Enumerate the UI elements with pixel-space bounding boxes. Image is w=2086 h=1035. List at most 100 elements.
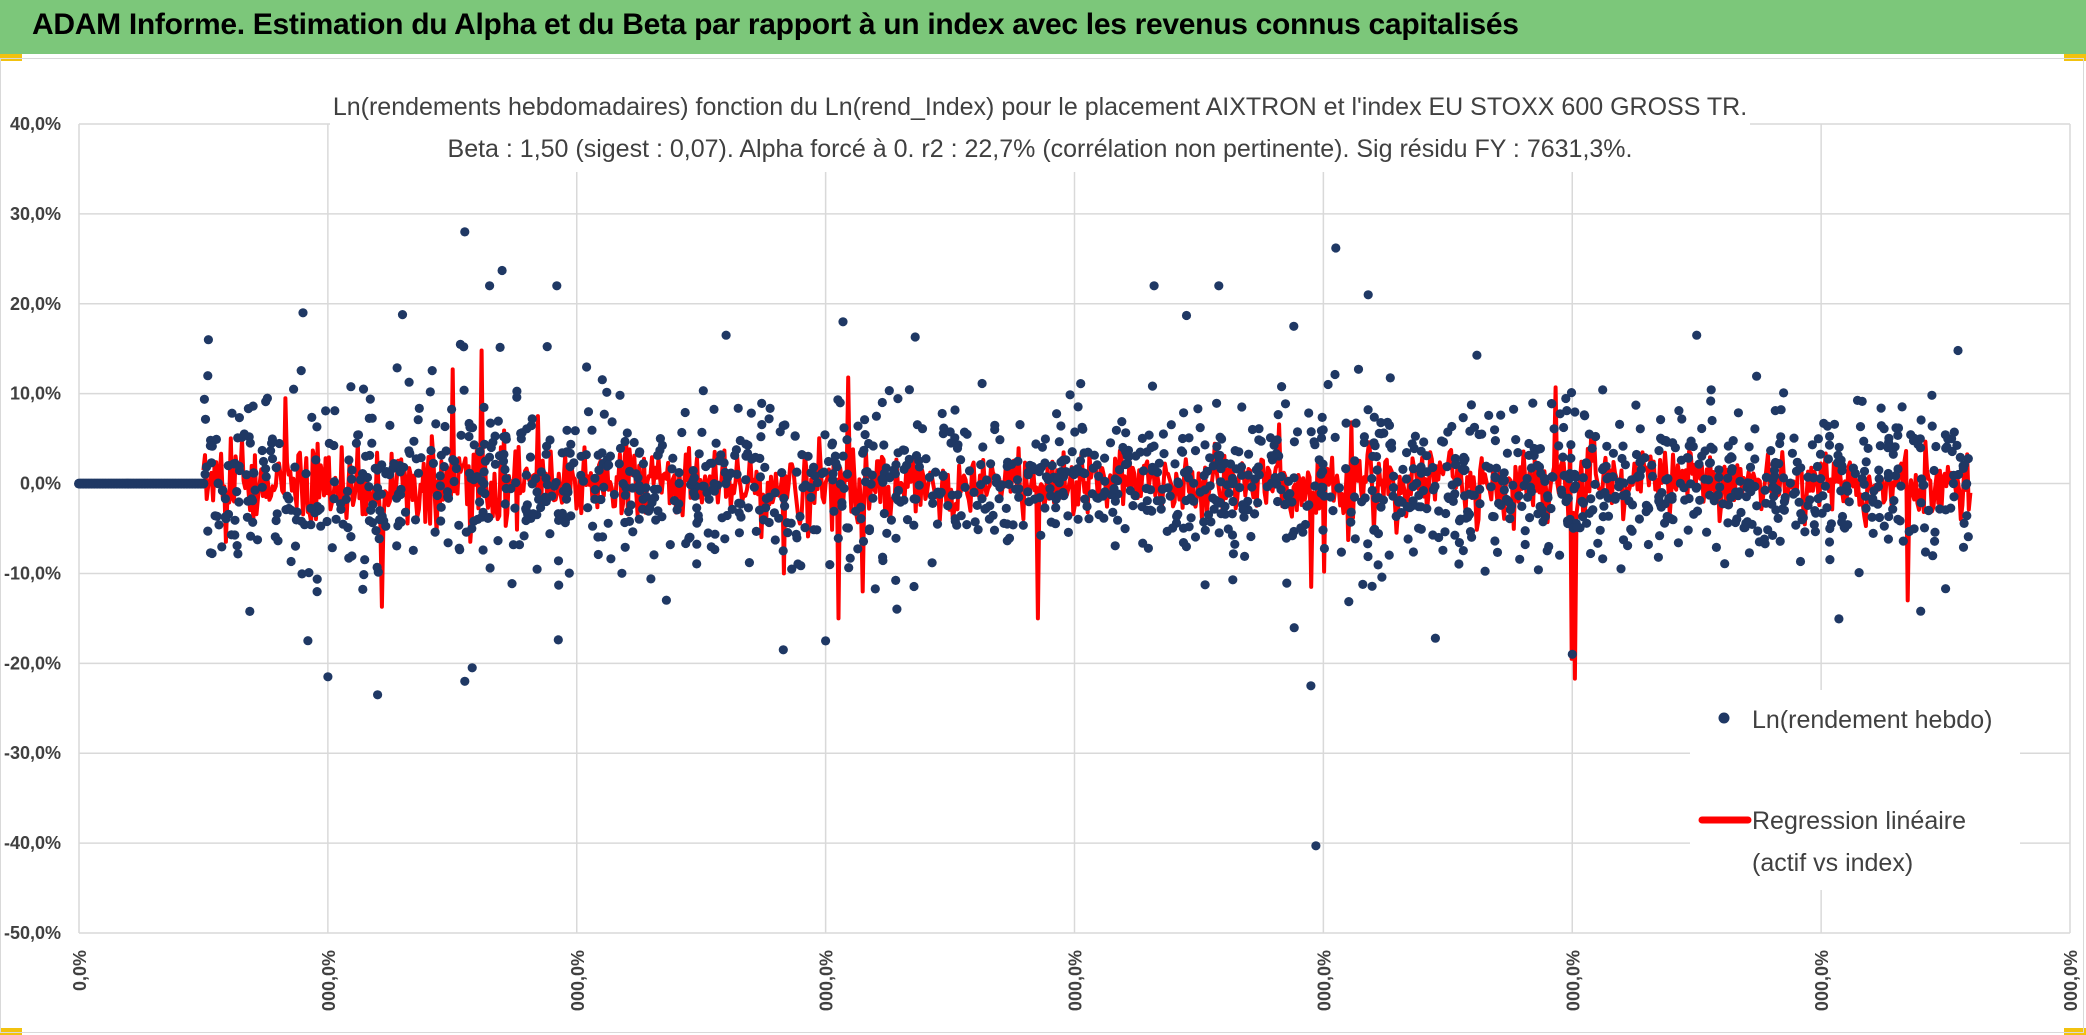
data-point (1168, 523, 1178, 533)
data-point (1443, 427, 1453, 437)
data-point (1826, 519, 1836, 529)
data-point (541, 496, 551, 507)
data-point (217, 542, 227, 552)
data-point (566, 439, 576, 449)
data-point (911, 451, 922, 461)
data-point (1166, 420, 1176, 430)
data-point (1554, 441, 1564, 451)
data-point (1117, 417, 1127, 427)
data-point (1346, 517, 1356, 527)
data-point (1398, 464, 1408, 474)
data-point (1773, 513, 1783, 524)
data-point (385, 420, 395, 430)
data-point (977, 378, 987, 389)
data-point (425, 387, 435, 397)
data-point (410, 515, 421, 525)
data-point (521, 505, 531, 515)
data-point (1247, 482, 1257, 492)
data-point (289, 384, 299, 394)
data-point (790, 431, 800, 441)
data-point (1599, 463, 1609, 473)
data-point (622, 428, 632, 438)
data-point (271, 463, 281, 473)
data-point (877, 474, 887, 484)
data-point (1285, 489, 1295, 499)
data-point (1837, 517, 1847, 527)
data-point (1266, 451, 1276, 461)
data-point (359, 570, 369, 580)
data-point (651, 515, 661, 525)
data-point (1088, 463, 1098, 473)
data-point (1183, 465, 1193, 475)
data-point (1940, 430, 1950, 440)
data-point (1448, 496, 1458, 506)
data-point (937, 408, 947, 419)
title-background (330, 86, 1750, 172)
data-point (1464, 489, 1474, 499)
data-point (1466, 400, 1476, 410)
data-point (1647, 471, 1658, 481)
data-point (389, 459, 399, 469)
data-point (241, 470, 252, 480)
data-point (450, 456, 460, 466)
data-point (1178, 447, 1188, 457)
data-point (599, 482, 609, 492)
data-point (991, 473, 1001, 483)
data-point (860, 430, 870, 440)
data-point (521, 470, 532, 480)
data-point (1746, 487, 1756, 497)
data-point (1825, 431, 1835, 441)
data-point (1697, 423, 1707, 434)
data-point (1012, 475, 1023, 485)
data-point (1795, 556, 1806, 567)
y-tick-label: 40,0% (10, 114, 61, 134)
data-point (270, 532, 280, 542)
data-point (205, 441, 215, 451)
data-point (1919, 523, 1930, 533)
data-point (1128, 501, 1138, 511)
regression-line (201, 348, 1973, 681)
data-point (1927, 390, 1937, 400)
data-point (1548, 472, 1558, 482)
data-point (360, 555, 370, 565)
data-point (976, 460, 986, 470)
data-point (921, 454, 931, 464)
data-point (1620, 460, 1630, 470)
data-point (1542, 546, 1552, 556)
data-point (909, 581, 919, 592)
data-point (839, 483, 849, 493)
data-point (1253, 462, 1263, 472)
data-point (856, 514, 866, 524)
data-point (924, 472, 935, 482)
data-point (629, 437, 639, 448)
data-point (1034, 493, 1045, 503)
data-point (1350, 456, 1360, 466)
data-point (1110, 496, 1120, 506)
data-point (1111, 425, 1121, 435)
data-point (1205, 453, 1215, 463)
data-point (1481, 461, 1491, 471)
data-point (493, 416, 503, 426)
data-point (1214, 281, 1224, 291)
data-point (1600, 488, 1610, 498)
data-point (928, 498, 938, 508)
data-point (1656, 415, 1666, 425)
data-point (1664, 493, 1674, 503)
data-point (1708, 444, 1718, 454)
data-point (1287, 530, 1297, 541)
data-point (930, 467, 941, 477)
data-point (1586, 494, 1596, 504)
data-point (665, 540, 675, 550)
data-point (414, 403, 424, 413)
data-point (373, 690, 383, 700)
data-point (485, 281, 495, 291)
data-point (306, 503, 316, 513)
data-point (404, 377, 414, 387)
data-point (261, 472, 271, 482)
data-point (982, 475, 992, 485)
data-point (430, 527, 440, 537)
data-point (844, 563, 854, 573)
data-point (1618, 491, 1628, 501)
data-point (709, 404, 719, 414)
data-point (372, 465, 382, 475)
